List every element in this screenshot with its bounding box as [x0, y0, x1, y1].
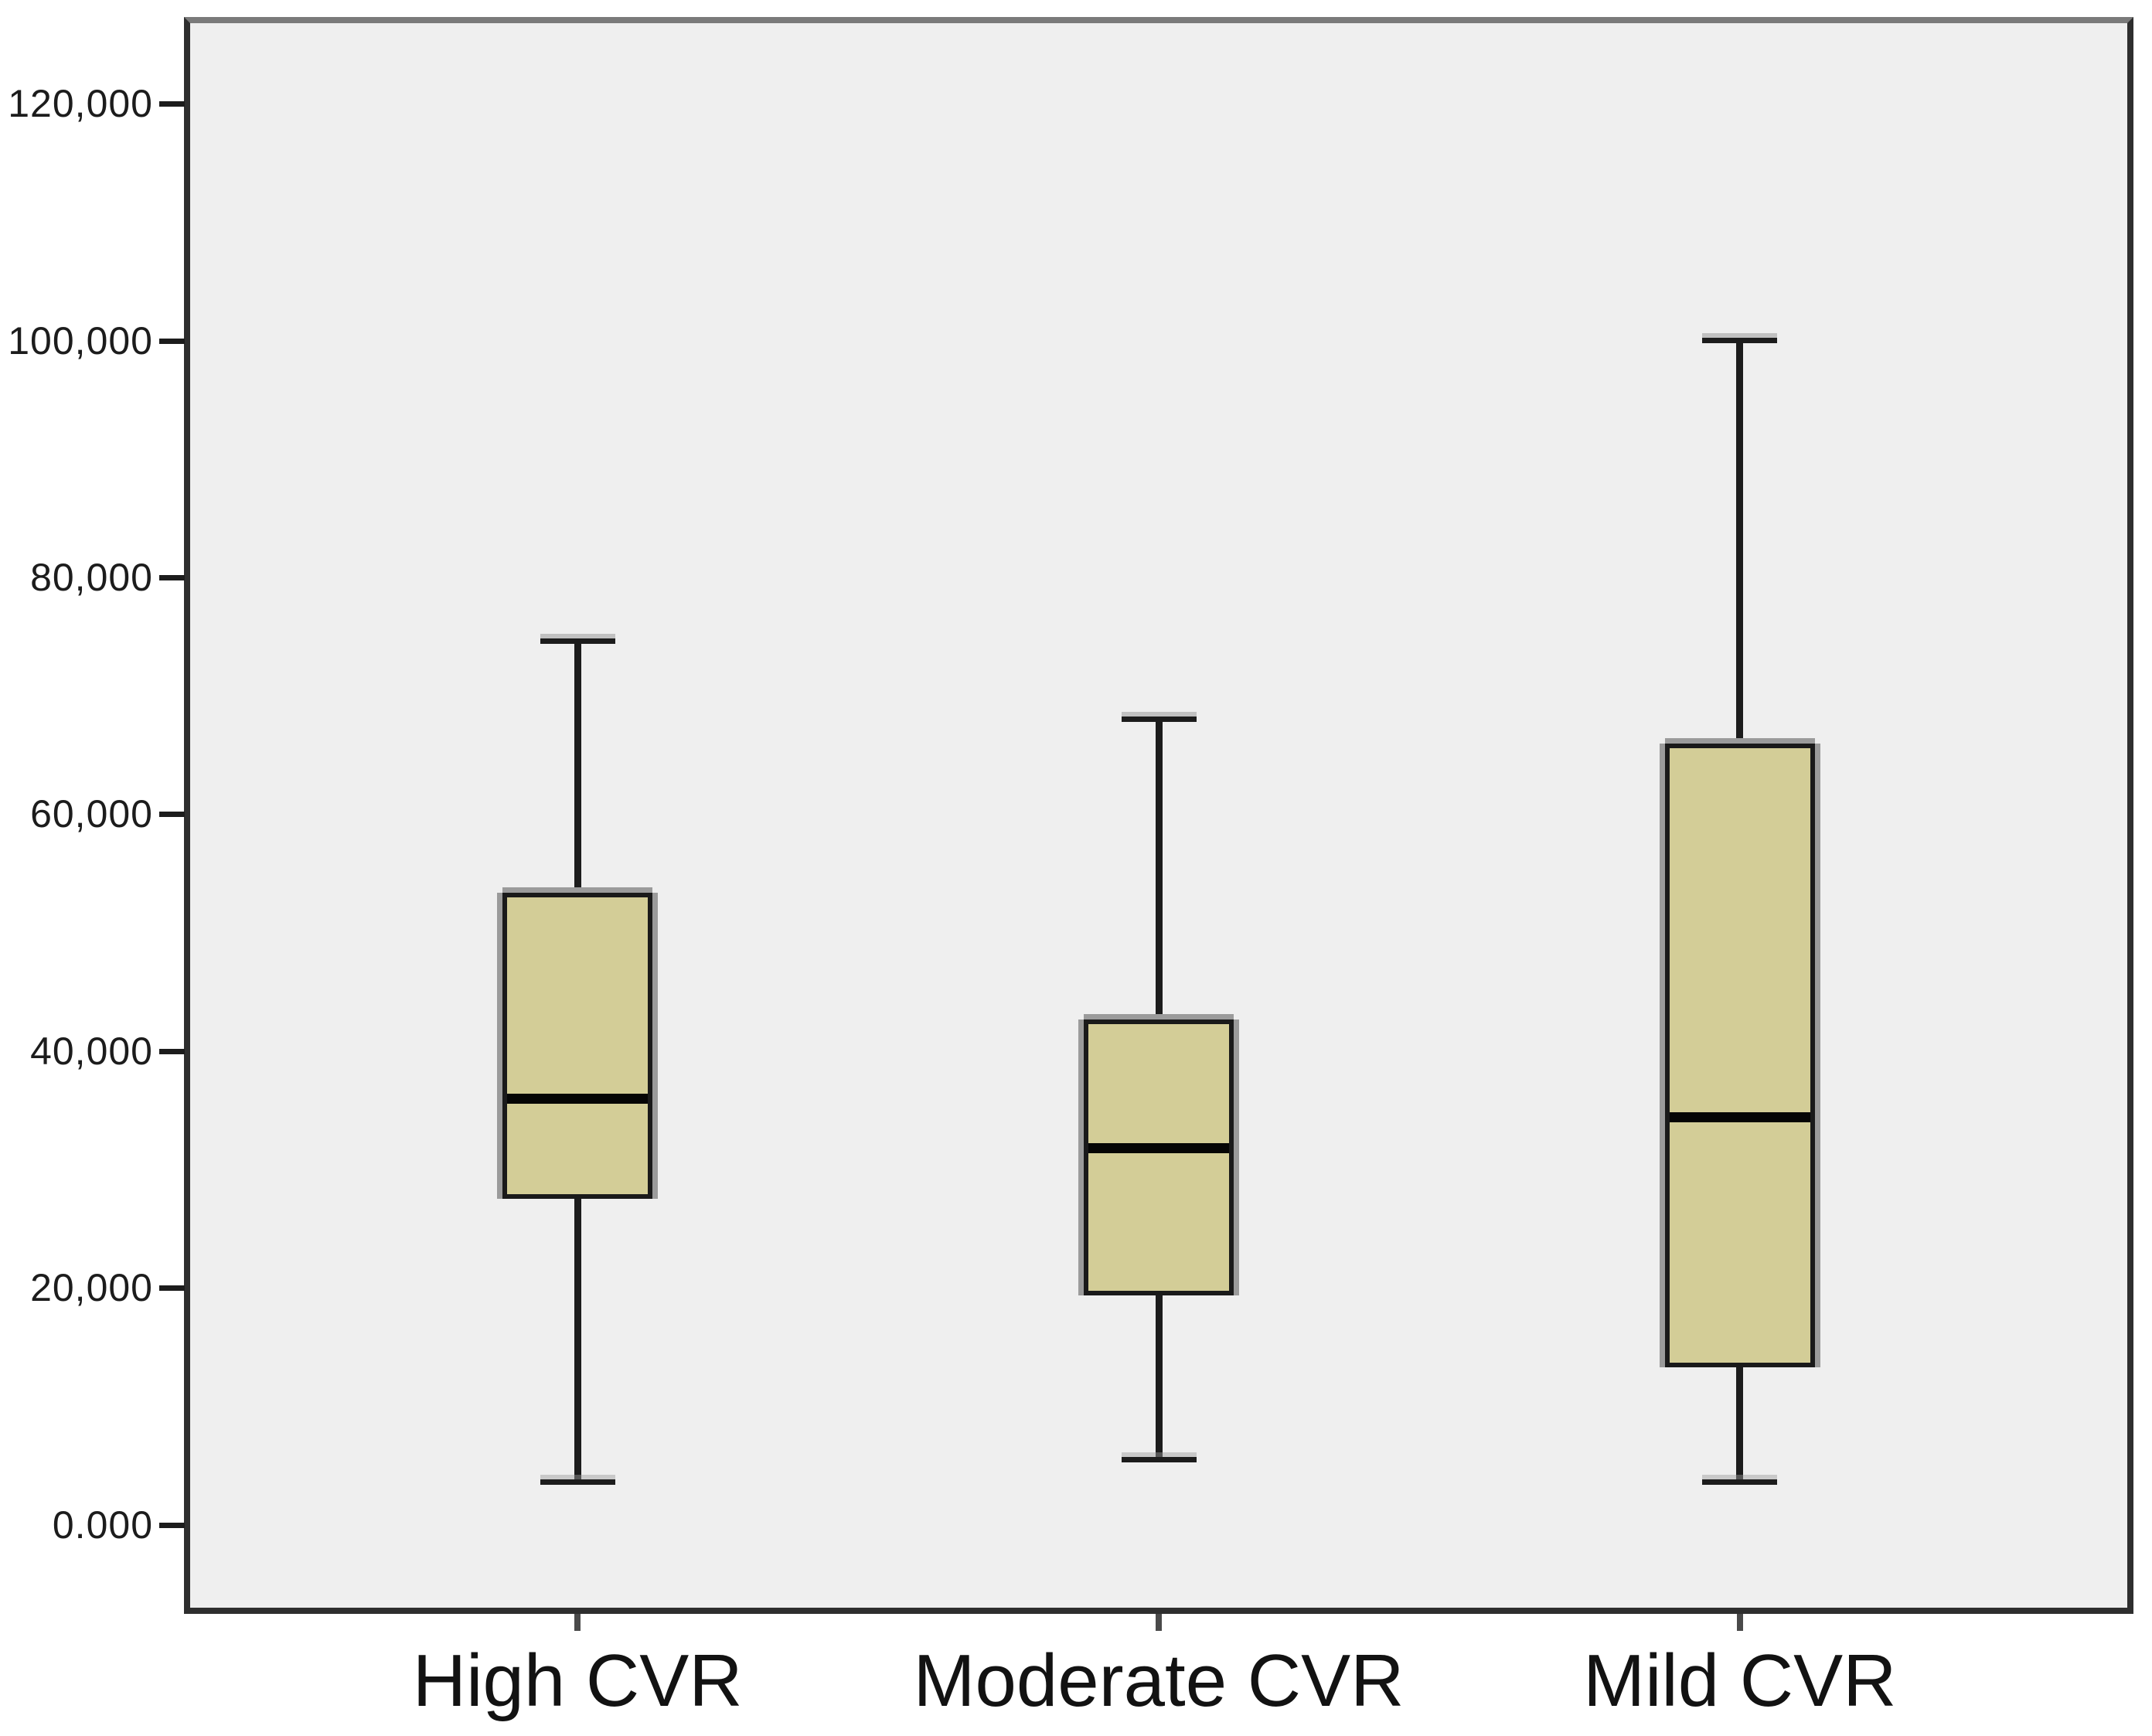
upper-whisker-stem: [1736, 340, 1744, 744]
y-axis-tick: [159, 1522, 185, 1528]
x-category-label-mild-cvr: Mild CVR: [1583, 1639, 1897, 1722]
box-high-cvr: [502, 892, 653, 1200]
y-axis-tick: [159, 1048, 185, 1054]
upper-whisker-stem: [574, 641, 581, 893]
y-axis-tick: [159, 101, 185, 107]
lower-whisker-stem: [1736, 1367, 1744, 1482]
y-axis-tick-label: 20,000: [30, 1266, 153, 1310]
y-axis-tick-label: 120,000: [8, 82, 153, 126]
box-mild-cvr: [1664, 743, 1815, 1367]
x-category-label-high-cvr: High CVR: [412, 1639, 743, 1722]
lower-whisker-cap: [540, 1479, 615, 1486]
median-line: [1669, 1112, 1810, 1123]
y-axis-tick-label: 0.000: [52, 1503, 153, 1547]
lower-whisker-cap: [1121, 1456, 1197, 1462]
upper-whisker-cap: [1702, 338, 1778, 344]
y-axis-tick-label: 80,000: [30, 556, 153, 600]
box-moderate-cvr: [1084, 1019, 1234, 1295]
lower-whisker-cap: [1702, 1479, 1778, 1486]
x-axis-tick: [574, 1614, 581, 1631]
y-axis-tick: [159, 338, 185, 344]
lower-whisker-stem: [1155, 1295, 1163, 1460]
x-axis-tick: [1736, 1614, 1743, 1631]
upper-whisker-cap: [1121, 717, 1197, 723]
median-line: [1088, 1143, 1229, 1154]
y-axis-tick: [159, 812, 185, 818]
median-line: [507, 1093, 649, 1104]
y-axis-tick: [159, 1285, 185, 1292]
x-axis-tick: [1156, 1614, 1162, 1631]
lower-whisker-stem: [574, 1199, 581, 1482]
y-axis-tick: [159, 575, 185, 581]
y-axis-tick-label: 60,000: [30, 792, 153, 836]
y-axis-tick-label: 40,000: [30, 1029, 153, 1073]
y-axis-tick-label: 100,000: [8, 318, 153, 363]
upper-whisker-cap: [540, 638, 615, 645]
upper-whisker-stem: [1155, 719, 1163, 1019]
x-category-label-moderate-cvr: Moderate CVR: [913, 1639, 1405, 1722]
